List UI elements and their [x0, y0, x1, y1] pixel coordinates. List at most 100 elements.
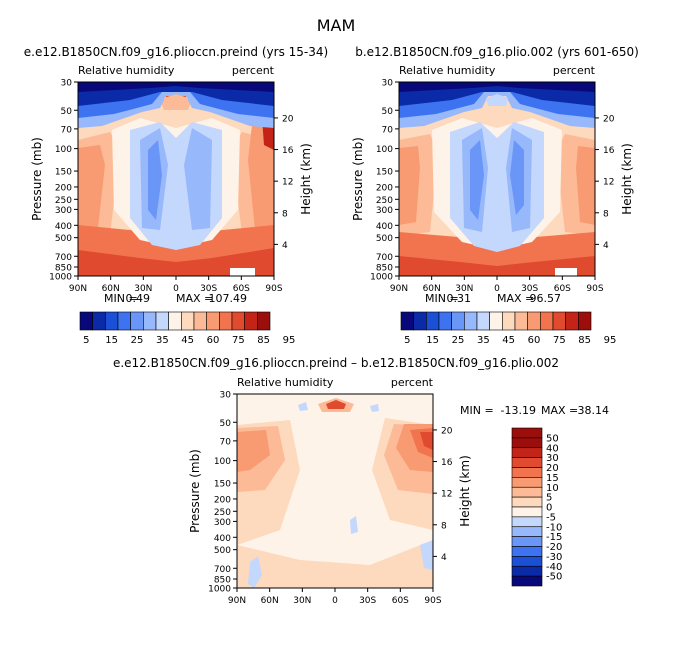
- latitude-tick-label: 0: [494, 284, 500, 294]
- colorbar-label: 35: [156, 335, 169, 346]
- colorbar-label: 25: [131, 335, 144, 346]
- height-tick-label: 8: [441, 521, 447, 531]
- colorbar-swatch: [527, 311, 541, 331]
- colorbar-swatch: [502, 311, 516, 331]
- pressure-tick-label: 850: [214, 576, 231, 586]
- colorbar-label: 60: [528, 335, 541, 346]
- colorbar-swatch: [257, 311, 271, 331]
- field-tropopause-core: [486, 94, 508, 106]
- min-label: MIN =: [460, 404, 494, 417]
- pressure-tick-label: 1000: [208, 585, 231, 595]
- colorbar-swatch: [489, 311, 503, 331]
- min-value: -13.19: [501, 404, 536, 417]
- pressure-tick-label: 300: [376, 206, 393, 216]
- pressure-tick-label: 200: [376, 183, 393, 193]
- height-tick-label: 16: [603, 146, 615, 156]
- pressure-tick-label: 100: [214, 457, 231, 467]
- panel-title: e.e12.B1850CN.f09_g16.plioccn.preind (yr…: [24, 45, 328, 59]
- colorbar-label: 20: [546, 463, 559, 474]
- height-tick-label: 12: [282, 178, 293, 188]
- pressure-tick-label: 150: [214, 480, 231, 490]
- pressure-tick-label: 100: [55, 145, 72, 155]
- field-dry-core-center: [148, 140, 162, 220]
- colorbar-swatch: [511, 526, 543, 537]
- y2-axis-title: Height (km): [458, 455, 472, 526]
- colorbar-swatch: [206, 311, 220, 331]
- y2-axis-title: Height (km): [299, 143, 313, 214]
- field-band-surface: [78, 248, 274, 276]
- panel-preind: e.e12.B1850CN.f09_g16.plioccn.preind (yr…: [24, 45, 328, 346]
- colorbar-swatch: [511, 496, 543, 508]
- pressure-tick-label: 700: [214, 565, 231, 575]
- colorbar-label: 30: [546, 453, 559, 464]
- pressure-tick-label: 300: [55, 206, 72, 216]
- heatmap-field: [78, 82, 274, 276]
- colorbar-label: 5: [546, 493, 552, 504]
- colorbar-swatch: [514, 311, 528, 331]
- pressure-tick-label: 1000: [370, 273, 393, 283]
- max-value: 38.14: [578, 404, 610, 417]
- y-axis-title: Pressure (mb): [188, 449, 202, 533]
- latitude-axis: 90N 60N 30N 0 30S 60S 90S: [390, 276, 604, 294]
- colorbar-label: -50: [546, 572, 562, 583]
- min-label: MIN =: [104, 292, 138, 305]
- colorbar-swatch: [540, 311, 554, 331]
- max-value: 96.57: [530, 292, 562, 305]
- pressure-tick-label: 400: [376, 222, 393, 232]
- height-axis: 20 16 12 8 4: [433, 426, 453, 563]
- pressure-tick-label: 400: [214, 534, 231, 544]
- pressure-tick-label: 30: [220, 391, 232, 401]
- max-label: MAX =: [497, 292, 534, 305]
- colorbar: 5 15 25 35 45 60 75 85 95: [79, 311, 295, 346]
- field-band-moist: [78, 120, 274, 232]
- colorbar-swatch: [511, 457, 543, 468]
- latitude-tick-label: 60S: [554, 284, 571, 294]
- colorbar-swatch: [511, 536, 543, 547]
- colorbar-swatch: [578, 311, 592, 331]
- field-negative-patch-3: [350, 516, 358, 534]
- units-label: percent: [553, 64, 596, 77]
- pressure-tick-label: 500: [55, 234, 72, 244]
- colorbar-swatch: [511, 467, 543, 478]
- latitude-tick-label: 90S: [265, 284, 282, 294]
- colorbar-swatch: [117, 311, 131, 331]
- panel-title: e.e12.B1850CN.f09_g16.plioccn.preind – b…: [113, 356, 559, 370]
- pressure-tick-label: 150: [376, 168, 393, 178]
- field-negative-patch-4: [298, 402, 379, 412]
- colorbar-swatch: [130, 311, 144, 331]
- pressure-tick-label: 850: [376, 264, 393, 274]
- colorbar-label: 10: [546, 483, 559, 494]
- colorbar-label: 75: [553, 335, 566, 346]
- pressure-tick-label: 50: [220, 419, 232, 429]
- field-positive-peak: [420, 432, 433, 450]
- colorbar-label: 85: [257, 335, 270, 346]
- colorbar-swatch: [143, 311, 157, 331]
- min-label: MIN =: [425, 292, 459, 305]
- y-axis-title: Pressure (mb): [30, 137, 44, 221]
- colorbar-label: 5: [404, 335, 410, 346]
- colorbar-swatch: [511, 516, 543, 528]
- max-label: MAX =: [541, 404, 578, 417]
- pressure-tick-label: 850: [55, 264, 72, 274]
- pressure-tick-label: 200: [55, 183, 72, 193]
- field-band-surface: [399, 256, 595, 276]
- colorbar-swatch: [476, 311, 490, 331]
- pressure-tick-label: 150: [55, 168, 72, 178]
- pressure-tick-label: 250: [214, 508, 231, 518]
- field-ground-patch: [230, 268, 255, 276]
- height-tick-label: 12: [441, 490, 452, 500]
- colorbar-swatch: [193, 311, 207, 331]
- height-axis: 20 16 12 8 4: [595, 114, 615, 251]
- colorbar-swatch: [511, 477, 543, 488]
- field-tropopause-peak: [326, 400, 346, 409]
- colorbar-swatch: [511, 437, 543, 449]
- colorbar-label: -40: [546, 562, 562, 573]
- colorbar: 5 15 25 35 45 60 75 85 95: [400, 311, 616, 346]
- colorbar-label: 15: [426, 335, 439, 346]
- pressure-tick-label: 1000: [49, 273, 72, 283]
- latitude-axis: 90N 60N 30N 0 30S 60S 90S: [69, 276, 283, 294]
- colorbar-label: 45: [502, 335, 515, 346]
- colorbar-label: 50: [546, 433, 559, 444]
